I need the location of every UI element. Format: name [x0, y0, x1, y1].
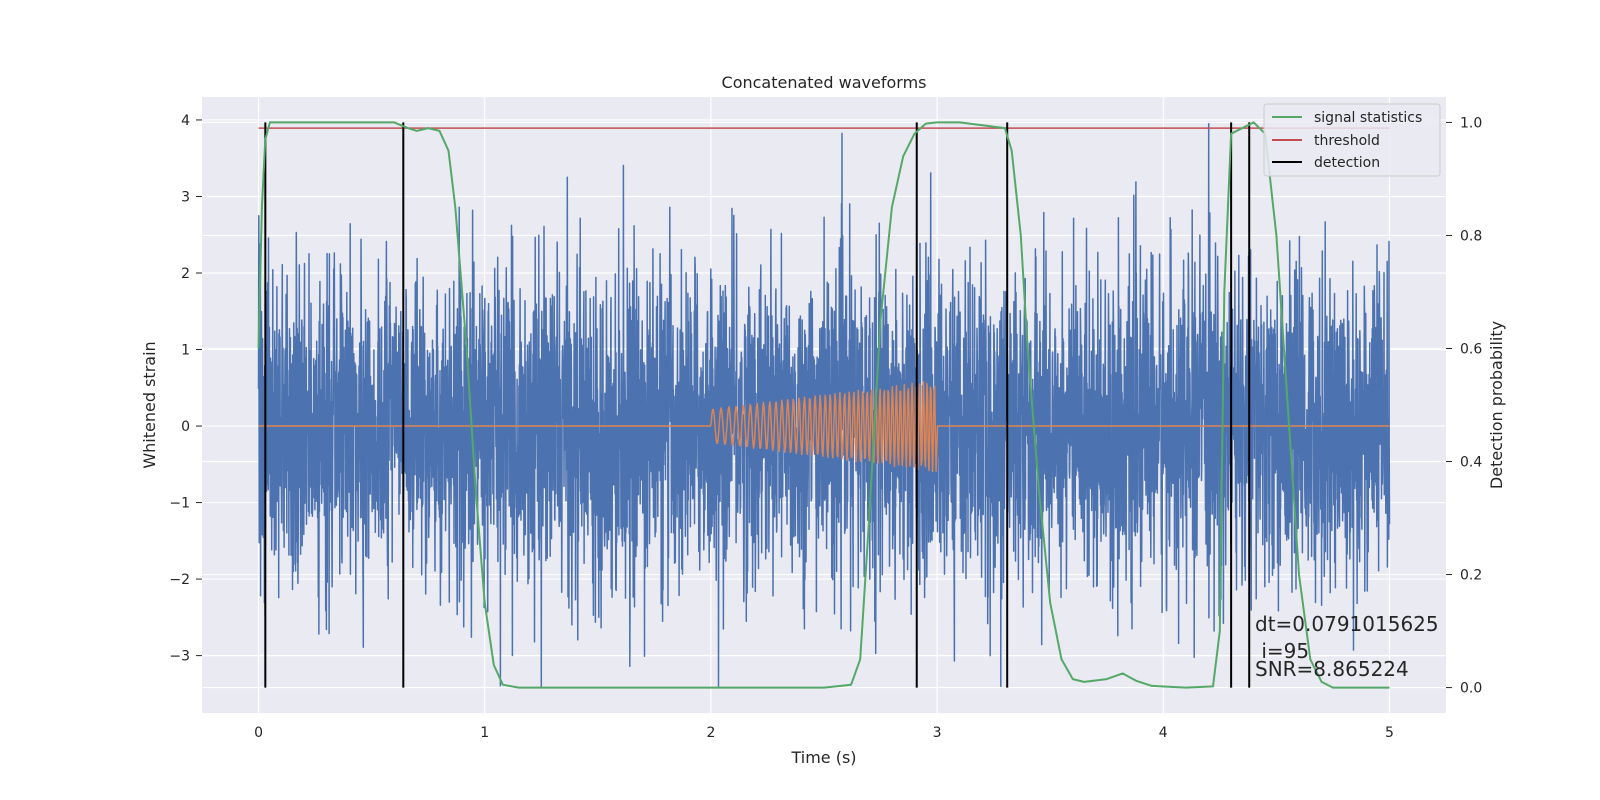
right-y-tick-label: 0.0 — [1460, 681, 1482, 697]
left-y-tick-label: 4 — [181, 113, 190, 129]
legend-label-detection: detection — [1314, 155, 1380, 171]
legend-box — [1263, 103, 1441, 177]
right-y-tick-label: 1.0 — [1460, 115, 1482, 131]
legend-label-threshold: threshold — [1314, 133, 1380, 149]
annotation-snr: SNR=8.865224 — [1255, 657, 1409, 681]
chart-title: Concatenated waveforms — [722, 73, 927, 92]
left-y-axis-ticks: −3 −2 −1 0 1 2 3 4 — [169, 113, 202, 665]
annotation-index: i=95 — [1255, 639, 1309, 663]
x-tick-label: 2 — [706, 725, 715, 741]
right-y-tick-label: 0.8 — [1460, 228, 1482, 244]
left-y-tick-label: 0 — [181, 419, 190, 435]
x-tick-label: 3 — [933, 725, 942, 741]
injected-waveform-series — [258, 381, 1390, 473]
left-y-tick-label: −3 — [169, 649, 190, 665]
detection-lines — [264, 122, 1251, 688]
left-y-axis-label: Whitened strain — [140, 341, 159, 468]
left-y-tick-label: 3 — [181, 189, 190, 205]
right-y-axis-ticks: 0.0 0.2 0.4 0.6 0.8 1.0 — [1446, 115, 1482, 697]
left-y-tick-label: −1 — [169, 496, 190, 512]
left-y-tick-label: 1 — [181, 343, 190, 359]
right-y-tick-label: 0.4 — [1460, 455, 1482, 471]
right-y-axis-label: Detection probability — [1487, 321, 1506, 489]
legend-label-signal-statistics: signal statistics — [1314, 110, 1422, 126]
right-y-tick-label: 0.2 — [1460, 568, 1482, 584]
x-tick-label: 5 — [1385, 725, 1394, 741]
annotation-dt: dt=0.0791015625 — [1255, 612, 1439, 636]
x-tick-label: 1 — [480, 725, 489, 741]
whitened-strain-series — [257, 123, 1391, 687]
left-y-tick-label: −2 — [169, 572, 190, 588]
right-y-tick-label: 0.6 — [1460, 341, 1482, 357]
x-axis-ticks: 0 1 2 3 4 5 — [254, 725, 1394, 741]
x-axis-label: Time (s) — [790, 748, 856, 767]
x-tick-label: 4 — [1159, 725, 1168, 741]
left-y-tick-label: 2 — [181, 266, 190, 282]
legend: signal statistics threshold detection — [1263, 103, 1441, 177]
x-tick-label: 0 — [254, 725, 263, 741]
signal-statistics-series — [257, 121, 1390, 689]
